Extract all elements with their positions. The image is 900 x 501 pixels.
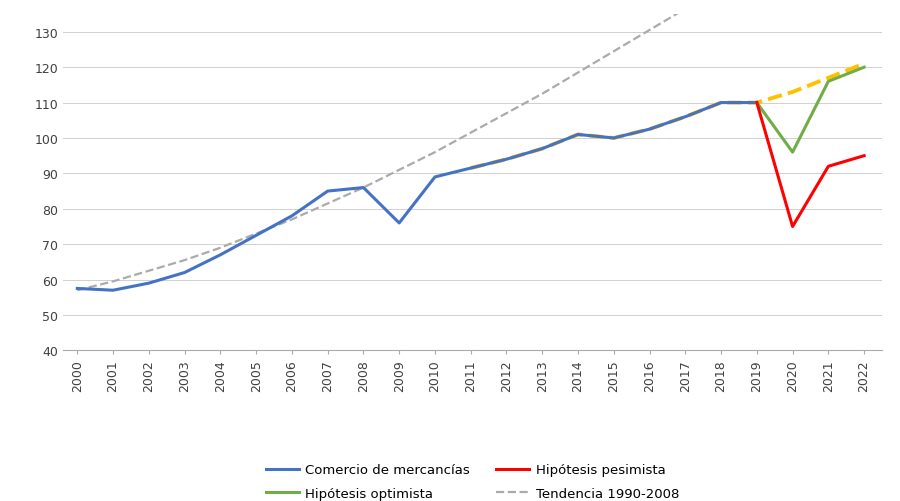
Legend: Comercio de mercancías, Hipótesis optimista, Hipótesis pesimista, Tendencia 1990: Comercio de mercancías, Hipótesis optimi…	[260, 458, 685, 501]
